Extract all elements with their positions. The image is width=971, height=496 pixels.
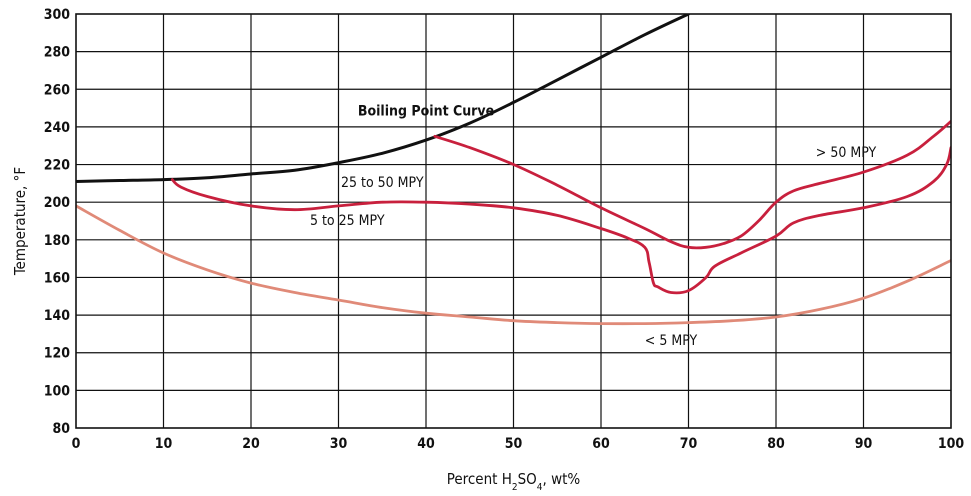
y-tick-label: 80 — [52, 421, 70, 437]
x-tick-label: 70 — [680, 436, 698, 452]
series-line-boiling — [76, 14, 690, 183]
annotation-label: Boiling Point Curve — [358, 104, 494, 120]
x-tick-label: 100 — [938, 436, 965, 452]
y-axis-title: Temperature, °F — [11, 167, 29, 276]
x-tick-label: 80 — [767, 436, 785, 452]
x-axis-title-sub2: 4 — [537, 482, 543, 493]
y-tick-label: 180 — [44, 233, 71, 249]
y-tick-label: 240 — [44, 120, 71, 136]
x-tick-label: 90 — [855, 436, 873, 452]
y-tick-label: 200 — [44, 195, 71, 211]
x-tick-label: 10 — [155, 436, 173, 452]
x-axis-title-pre: Percent H — [447, 470, 512, 488]
annotation-label: 25 to 50 MPY — [341, 175, 424, 191]
x-tick-label: 0 — [72, 436, 81, 452]
x-tick-label: 40 — [417, 436, 435, 452]
x-tick-label: 50 — [505, 436, 523, 452]
y-tick-labels: 80 100 120 140 160 180 200 220 240 260 280 300 — [44, 7, 71, 437]
annotation-label: < 5 MPY — [645, 333, 698, 349]
x-axis-title-mid: SO — [518, 470, 537, 488]
curves — [76, 14, 951, 326]
x-tick-label: 20 — [242, 436, 260, 452]
y-tick-label: 100 — [44, 383, 71, 399]
y-tick-label: 300 — [44, 7, 71, 23]
x-axis-title-sub1: 2 — [512, 482, 518, 493]
x-axis-title-post: , wt% — [543, 470, 581, 488]
series-line-iso_upper — [433, 119, 951, 250]
plot-border — [75, 13, 952, 429]
series-line-low — [76, 204, 951, 326]
y-tick-label: 140 — [44, 308, 71, 324]
annotations: Boiling Point Curve 25 to 50 MPY 5 to 25 M… — [310, 104, 877, 350]
annotation-label: 5 to 25 MPY — [310, 213, 385, 229]
y-tick-label: 280 — [44, 45, 71, 61]
plot-frame — [75, 13, 952, 429]
y-tick-label: 260 — [44, 82, 71, 98]
grid — [76, 14, 951, 428]
y-tick-label: 120 — [44, 346, 71, 362]
x-tick-label: 60 — [592, 436, 610, 452]
x-axis-title: Percent H2SO4, wt% — [447, 470, 581, 493]
y-tick-label: 160 — [44, 270, 71, 286]
x-tick-label: 30 — [330, 436, 348, 452]
x-tick-labels: 0 10 20 30 40 50 60 70 80 90 100 — [72, 436, 965, 452]
y-tick-label: 220 — [44, 158, 71, 174]
series-line-iso_lower — [170, 146, 951, 295]
annotation-label: > 50 MPY — [816, 145, 877, 161]
